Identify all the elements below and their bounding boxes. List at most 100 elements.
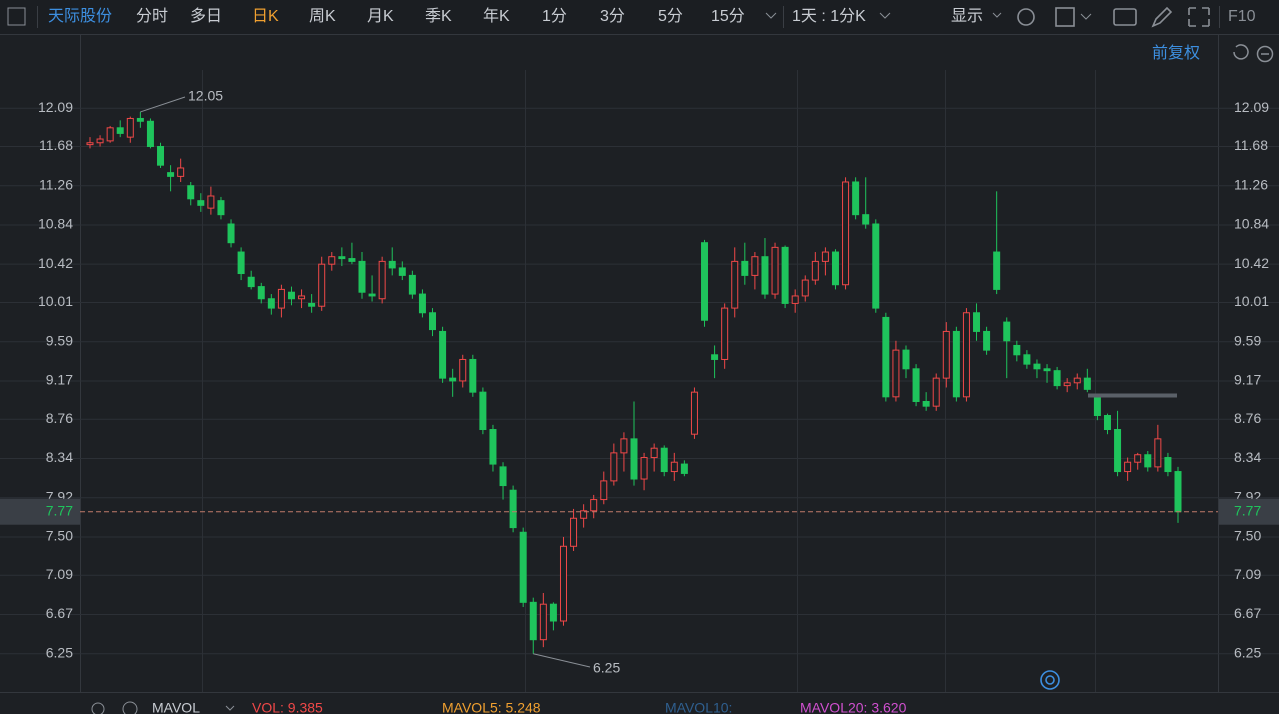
y-tick-label: 10.01 xyxy=(38,293,73,309)
candle-body xyxy=(711,354,719,360)
y-tick-label: 9.59 xyxy=(46,332,73,348)
y-tick-label: 7.09 xyxy=(1234,566,1261,582)
tab[interactable]: 季K xyxy=(425,7,452,25)
tab[interactable]: 15分 xyxy=(711,7,745,25)
candle-body xyxy=(1013,344,1021,356)
candle-body xyxy=(157,145,165,166)
candle-body xyxy=(358,260,366,293)
settings-icon[interactable] xyxy=(91,702,105,714)
candle-body xyxy=(529,601,537,641)
search-icon[interactable] xyxy=(1040,670,1060,690)
candle-body xyxy=(559,545,567,622)
candle-body xyxy=(167,172,175,177)
y-tick-label: 7.50 xyxy=(46,528,73,544)
draw-icon[interactable] xyxy=(1151,6,1173,28)
candle-body xyxy=(590,499,598,512)
candle-body xyxy=(1144,454,1152,468)
tab[interactable]: 3分 xyxy=(600,7,625,25)
candle-body xyxy=(721,307,729,360)
dropdown-arrow[interactable] xyxy=(1080,13,1092,20)
candle-body xyxy=(842,181,850,286)
candle-body xyxy=(932,377,940,407)
tab[interactable]: 多日 xyxy=(190,7,222,25)
tab[interactable]: 1分 xyxy=(542,7,567,25)
candle-body xyxy=(388,260,396,269)
stock-name[interactable]: 天际股份 xyxy=(48,7,112,25)
candle-body xyxy=(1134,454,1142,463)
adjust-mode[interactable]: 前复权 xyxy=(1152,44,1200,62)
candle-body xyxy=(670,461,678,473)
checkbox-icon[interactable] xyxy=(1055,7,1075,27)
candle-body xyxy=(912,368,920,402)
dropdown-arrow[interactable] xyxy=(765,12,777,19)
sidebar-toggle[interactable] xyxy=(7,7,26,26)
zoom-out-icon[interactable] xyxy=(1256,45,1274,63)
reset-icon[interactable] xyxy=(1233,44,1249,60)
settings-icon[interactable] xyxy=(1017,8,1035,26)
candle-body xyxy=(539,603,547,641)
y-tick-label: 6.25 xyxy=(46,644,73,660)
dropdown-arrow[interactable] xyxy=(879,12,891,19)
candle-body xyxy=(1073,377,1081,384)
interval-select[interactable]: 1天 : 1分K xyxy=(792,7,866,25)
candle-body xyxy=(257,286,265,300)
fullscreen-icon[interactable] xyxy=(1188,7,1210,27)
candle-body xyxy=(247,276,255,288)
display-menu[interactable]: 显示 xyxy=(951,8,983,25)
candle-body xyxy=(811,260,819,281)
candle-body xyxy=(600,480,608,501)
candle-body xyxy=(821,251,829,262)
max-pointer xyxy=(140,96,186,113)
last-price-box xyxy=(0,498,80,525)
candle-body xyxy=(1164,457,1172,473)
indicator-name[interactable]: MAVOL xyxy=(152,700,200,714)
candle-body xyxy=(902,349,910,370)
candle-body xyxy=(308,302,316,307)
f10-button[interactable]: F10 xyxy=(1228,8,1256,25)
candle-body xyxy=(86,142,94,146)
candle-body xyxy=(318,263,326,307)
y-tick-label: 8.34 xyxy=(1234,449,1261,465)
candle-body xyxy=(862,214,870,225)
candle-body xyxy=(660,447,668,473)
tab[interactable]: 年K xyxy=(483,7,510,25)
candle-body xyxy=(549,603,557,622)
last-price-label: 7.77 xyxy=(46,502,73,518)
tab[interactable]: 5分 xyxy=(658,7,683,25)
candle-body xyxy=(852,181,860,216)
tab[interactable]: 日K xyxy=(252,8,279,25)
candle-body xyxy=(227,223,235,244)
candle-body xyxy=(1043,368,1051,372)
candle-body xyxy=(499,466,507,487)
candle-body xyxy=(429,312,437,331)
candle-body xyxy=(96,138,104,144)
dropdown-arrow[interactable] xyxy=(225,705,235,711)
candle-body xyxy=(761,256,769,295)
candle-body xyxy=(408,274,416,295)
min-pointer xyxy=(533,653,591,668)
tab[interactable]: 月K xyxy=(367,8,394,25)
mavol5-value: MAVOL5: 5.248 xyxy=(442,700,541,714)
candle-body xyxy=(1053,370,1061,387)
candle-body xyxy=(398,267,406,276)
candle-body xyxy=(378,260,386,300)
dropdown-arrow[interactable] xyxy=(992,12,1002,18)
candle-body xyxy=(741,260,749,276)
close-icon[interactable] xyxy=(122,701,138,714)
candle-body xyxy=(942,330,950,379)
y-tick-label: 9.17 xyxy=(1234,372,1261,388)
candle-body xyxy=(479,391,487,431)
candle-body xyxy=(136,117,144,122)
candle-body xyxy=(459,358,467,382)
tab[interactable]: 周K xyxy=(309,8,336,25)
y-tick-label: 10.01 xyxy=(1234,293,1269,309)
candle-body xyxy=(519,531,527,603)
y-tick-label: 9.59 xyxy=(1234,332,1261,348)
candle-body xyxy=(348,258,356,262)
y-tick-label: 11.26 xyxy=(1234,176,1268,192)
tab[interactable]: 分时 xyxy=(136,7,168,25)
camera-icon[interactable] xyxy=(1113,8,1137,26)
candle-body xyxy=(831,251,839,286)
y-tick-label: 6.67 xyxy=(46,605,73,621)
candle-body xyxy=(1174,471,1182,513)
